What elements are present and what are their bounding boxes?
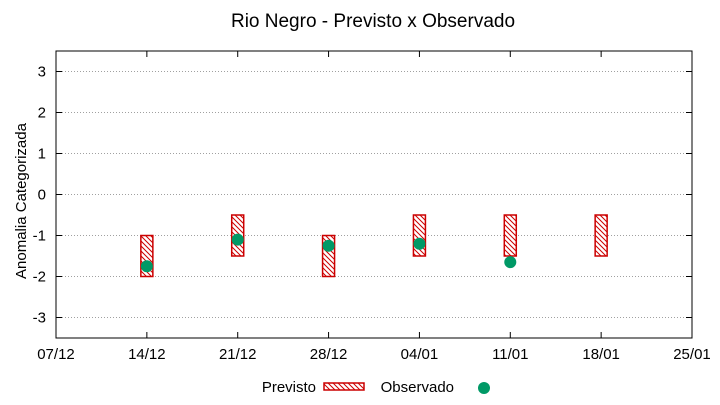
- observado-point: [140, 260, 153, 273]
- observado-point: [504, 256, 517, 269]
- y-tick-label: -1: [33, 228, 46, 245]
- x-tick-label: 21/12: [219, 346, 257, 363]
- x-axis-ticks: 07/12 14/12 21/12 28/12 04/01 11/01 18/01 25/01: [37, 51, 711, 363]
- observado-point: [231, 233, 244, 246]
- x-tick-label: 11/01: [492, 346, 528, 363]
- y-axis-label: Anomalia Categorizada: [13, 122, 30, 279]
- previsto-bar: [503, 214, 518, 257]
- y-tick-label: 3: [38, 64, 46, 81]
- x-tick-label: 25/01: [673, 346, 711, 363]
- x-tick-label: 14/12: [128, 346, 166, 363]
- y-tick-label: 0: [38, 187, 46, 204]
- legend-observado-marker: [478, 382, 490, 394]
- chart-title: Rio Negro - Previsto x Observado: [231, 11, 515, 32]
- observado-point: [322, 239, 335, 252]
- previsto-bar: [594, 214, 608, 257]
- observado-point: [413, 237, 426, 250]
- legend-previsto-swatch: [323, 382, 365, 391]
- y-tick-label: -3: [33, 310, 46, 327]
- plot-frame: [55, 50, 693, 339]
- y-axis-ticks: 3 2 1 0 -1 -2 -3: [33, 64, 692, 327]
- x-tick-label: 18/01: [582, 346, 620, 363]
- x-tick-label: 07/12: [37, 346, 75, 363]
- grid-lines: [56, 71, 692, 318]
- observado-series: [140, 233, 517, 273]
- x-tick-label: 28/12: [310, 346, 348, 363]
- y-tick-label: 2: [38, 105, 46, 122]
- y-tick-label: 1: [38, 146, 46, 163]
- legend-previsto-label: Previsto: [262, 379, 316, 396]
- legend-observado-label: Observado: [381, 379, 454, 396]
- y-tick-label: -2: [33, 269, 46, 286]
- x-tick-label: 04/01: [401, 346, 439, 363]
- previsto-series: [140, 214, 608, 278]
- legend: Previsto Observado: [262, 379, 490, 396]
- previsto-bar: [412, 214, 427, 257]
